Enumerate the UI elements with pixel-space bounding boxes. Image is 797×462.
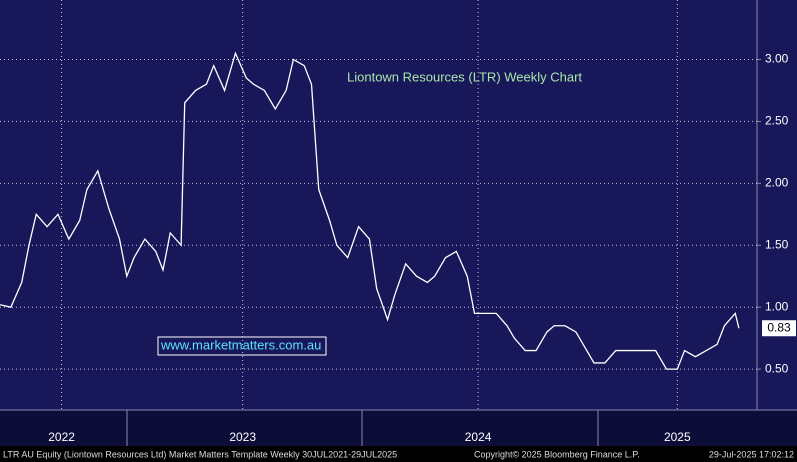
watermark: www.marketmatters.com.au (160, 337, 321, 352)
y-tick-label: 3.00 (765, 52, 789, 66)
x-tick-label: 2023 (229, 430, 256, 444)
y-tick-label: 1.00 (765, 299, 789, 313)
last-price-label: 0.83 (767, 320, 791, 334)
footer-left: LTR AU Equity (Liontown Resources Ltd) M… (3, 449, 397, 459)
x-tick-label: 2024 (465, 430, 492, 444)
y-tick-label: 2.50 (765, 114, 789, 128)
chart-title: Liontown Resources (LTR) Weekly Chart (347, 69, 582, 84)
x-tick-label: 2025 (664, 430, 691, 444)
x-tick-label: 2022 (48, 430, 75, 444)
plot-bg (0, 0, 797, 410)
footer-right: 29-Jul-2025 17:02:12 (709, 449, 794, 459)
watermark-box (157, 336, 327, 356)
y-tick-label: 1.50 (765, 237, 789, 251)
footer-mid: Copyright© 2025 Bloomberg Finance L.P. (474, 449, 640, 459)
x-axis-bg (0, 410, 797, 446)
last-price-box (762, 320, 796, 337)
price-line (0, 51, 740, 370)
y-tick-label: 0.50 (765, 361, 789, 375)
y-tick-label: 2.00 (765, 175, 789, 189)
